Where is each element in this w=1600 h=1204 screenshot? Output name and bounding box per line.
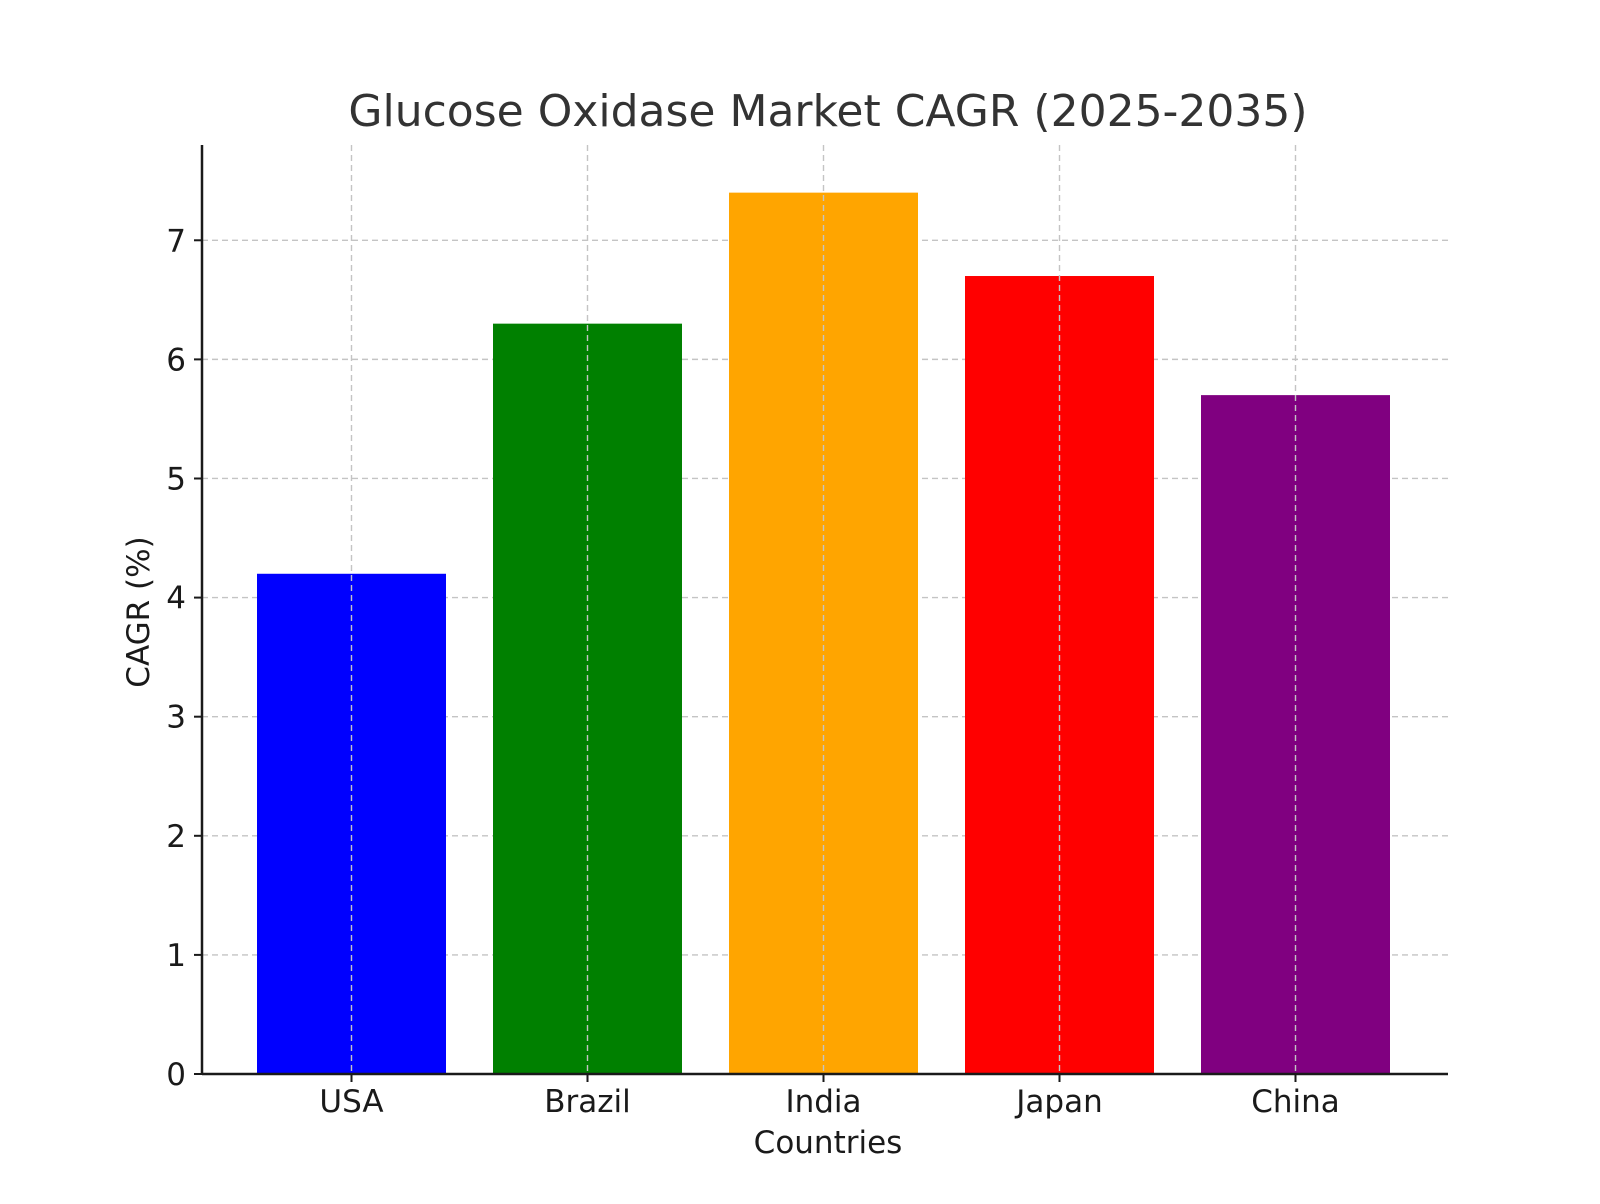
bar-india xyxy=(729,192,918,1075)
axes-layer xyxy=(200,145,1448,1076)
y-tick-label: 5 xyxy=(166,461,186,497)
x-tick-label: India xyxy=(785,1084,861,1120)
y-tick-label: 4 xyxy=(166,581,186,617)
x-tick-label: Brazil xyxy=(544,1084,631,1120)
x-tick-label: USA xyxy=(319,1084,383,1120)
y-tick-label: 6 xyxy=(166,342,186,378)
vertical-grid-layer xyxy=(350,145,1297,1074)
y-tick-label: 7 xyxy=(166,223,186,259)
chart-title: Glucose Oxidase Market CAGR (2025-2035) xyxy=(348,86,1307,137)
ticks-layer: 0 1 2 3 4 5 6 7 USA Brazil India Japan China xyxy=(166,223,1340,1120)
bars-layer xyxy=(257,192,1390,1075)
x-tick-label: China xyxy=(1251,1084,1340,1120)
y-tick-label: 1 xyxy=(166,938,186,974)
y-tick-label: 0 xyxy=(166,1057,186,1093)
x-axis-label: Countries xyxy=(754,1125,903,1161)
x-tick-label: Japan xyxy=(1014,1084,1102,1120)
y-tick-label: 3 xyxy=(166,700,186,736)
y-tick-label: 2 xyxy=(166,819,186,855)
y-axis-label: CAGR (%) xyxy=(121,536,157,687)
